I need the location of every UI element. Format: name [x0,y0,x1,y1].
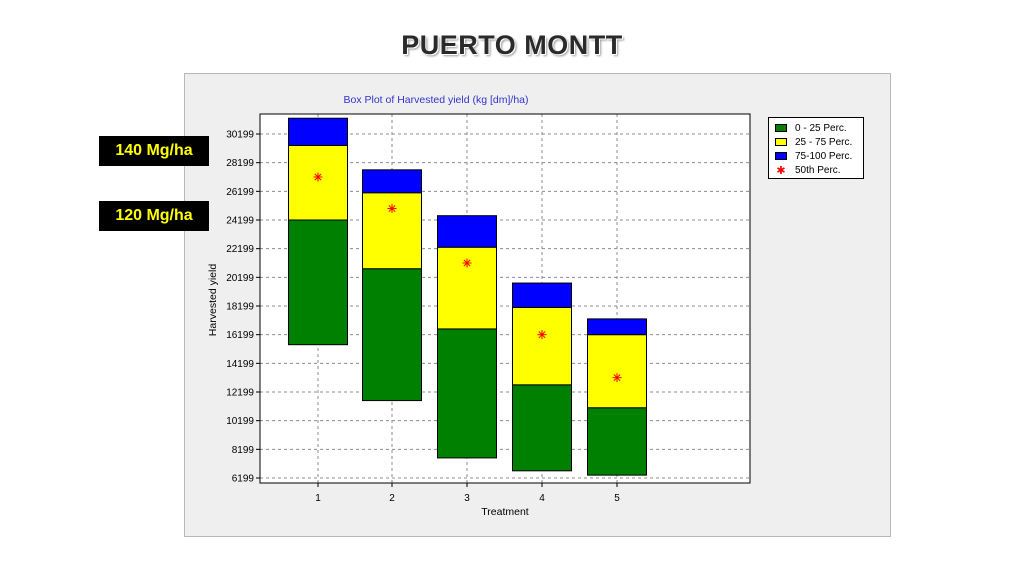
y-tick-label: 12199 [226,388,254,399]
legend-item-p0-25: 0 - 25 Perc. [775,121,863,135]
slide-title: PUERTO MONTT [401,30,623,60]
x-tick-label: 5 [614,493,620,504]
median-stroke [613,374,621,382]
y-tick-label: 24199 [226,216,254,227]
y-tick-label: 6199 [232,474,255,485]
chart-title: Box Plot of Harvested yield (kg [dm]/ha) [344,94,529,106]
x-tick-label: 4 [539,493,545,504]
bar-segment-0-25 [362,268,422,402]
bar-segment-0-25 [437,328,497,459]
legend-swatch-blue [775,152,787,160]
legend-swatch-green [775,124,787,132]
chart-legend: 0 - 25 Perc. 25 - 75 Perc. 75-100 Perc. … [768,117,864,179]
median-layer [313,172,622,383]
bar-segment-75-100 [512,282,572,308]
bar-segment-0-25 [288,219,348,346]
legend-swatch-yellow [775,138,787,146]
legend-item-median: ✱ 50th Perc. [775,163,863,177]
median-stroke [463,259,471,267]
x-tick-label: 3 [464,493,470,504]
median-marker [387,204,397,214]
y-tick-label: 26199 [226,187,254,198]
median-marker [612,373,622,383]
bar-segment-25-75 [512,306,572,386]
x-tick-label: 2 [389,493,395,504]
median-stroke [388,205,396,213]
bar-segment-25-75 [587,334,647,409]
median-marker [462,258,472,268]
y-axis-ticks: 6199 8199 10199 12199 14199 16199 18199 20199 22… [226,130,260,485]
median-marker [537,330,547,340]
legend-label: 0 - 25 Perc. [795,122,847,134]
bar-segment-25-75 [288,144,348,221]
bar-segment-75-100 [587,318,647,336]
y-tick-label: 22199 [226,244,254,255]
median-marker [313,172,323,182]
y-tick-label: 14199 [226,359,254,370]
bar-segment-75-100 [437,215,497,248]
bar-segment-75-100 [362,169,422,194]
median-stroke [314,173,322,181]
x-tick-label: 1 [315,493,321,504]
grid-layer [260,114,750,483]
median-stroke [538,331,546,339]
callout-120-mg-ha: 120 Mg/ha [99,201,209,231]
y-tick-label: 28199 [226,158,254,169]
callout-140-mg-ha: 140 Mg/ha [99,136,209,166]
legend-label: 50th Perc. [795,164,841,176]
bar-segment-75-100 [288,117,348,146]
y-tick-label: 8199 [232,445,255,456]
y-tick-label: 10199 [226,416,254,427]
y-tick-label: 18199 [226,302,254,313]
legend-item-p25-75: 25 - 75 Perc. [775,135,863,149]
y-tick-label: 30199 [226,130,254,141]
plot-border [259,113,751,484]
x-axis-ticks: 1 2 3 4 5 [315,483,620,504]
bar-segment-0-25 [512,384,572,472]
y-tick-label: 20199 [226,273,254,284]
legend-item-p75-100: 75-100 Perc. [775,149,863,163]
bar-layer [288,117,647,476]
x-axis-label: Treatment [481,506,529,518]
y-tick-label: 16199 [226,330,254,341]
legend-label: 75-100 Perc. [795,150,853,162]
legend-label: 25 - 75 Perc. [795,136,853,148]
asterisk-icon: ✱ [776,164,786,177]
bar-segment-0-25 [587,407,647,476]
y-axis-label: Harvested yield [207,264,219,337]
